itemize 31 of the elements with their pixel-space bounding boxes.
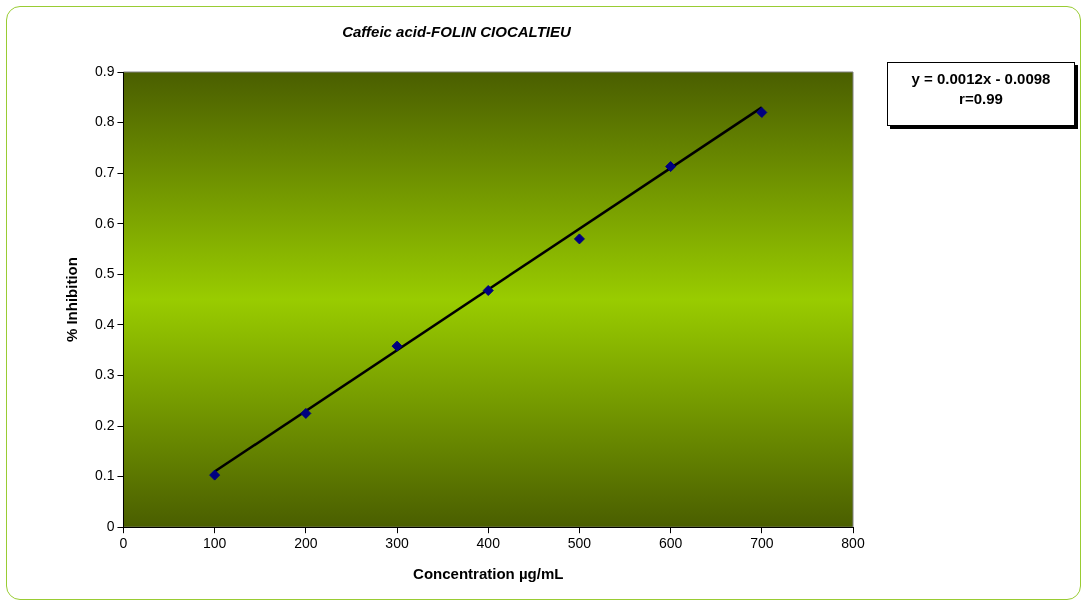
y-tick-label: 0.9 xyxy=(94,62,115,79)
y-tick-label: 0.1 xyxy=(94,467,115,484)
y-tick-label: 0.2 xyxy=(94,416,115,433)
x-tick-label: 700 xyxy=(750,535,774,552)
x-tick-label: 300 xyxy=(385,535,409,552)
y-tick-label: 0.7 xyxy=(94,164,115,181)
x-tick-label: 800 xyxy=(841,535,865,552)
point xyxy=(756,106,768,118)
y-tick-label: 0.4 xyxy=(94,315,115,332)
y-tick-label: 0.3 xyxy=(94,366,115,383)
x-tick-label: 500 xyxy=(567,535,592,552)
y-axis-title: % Inhibition xyxy=(63,257,81,343)
x-axis-title: Concentration µg/mL xyxy=(413,565,564,583)
y-tick-label: 0 xyxy=(106,518,115,535)
y-tick-label: 0.6 xyxy=(94,214,115,231)
text: y = 0.0012x - 0.0098 xyxy=(910,69,1052,89)
x-tick-label: 100 xyxy=(202,535,227,552)
point xyxy=(300,407,312,419)
point xyxy=(665,161,677,173)
x-tick-label: 600 xyxy=(658,535,683,552)
x-tick-label: 200 xyxy=(294,535,318,552)
chart-title: Caffeic acid-FOLIN CIOCALTIEU xyxy=(342,23,572,41)
y-tick-label: 0.5 xyxy=(94,265,115,282)
point xyxy=(573,233,585,245)
point xyxy=(209,469,221,481)
y-tick-label: 0.8 xyxy=(94,113,115,130)
point xyxy=(482,285,494,296)
x-tick-label: 400 xyxy=(476,535,501,552)
point xyxy=(391,340,403,352)
x-tick-label: 0 xyxy=(119,535,128,552)
text: r=0.99 xyxy=(958,89,1004,109)
